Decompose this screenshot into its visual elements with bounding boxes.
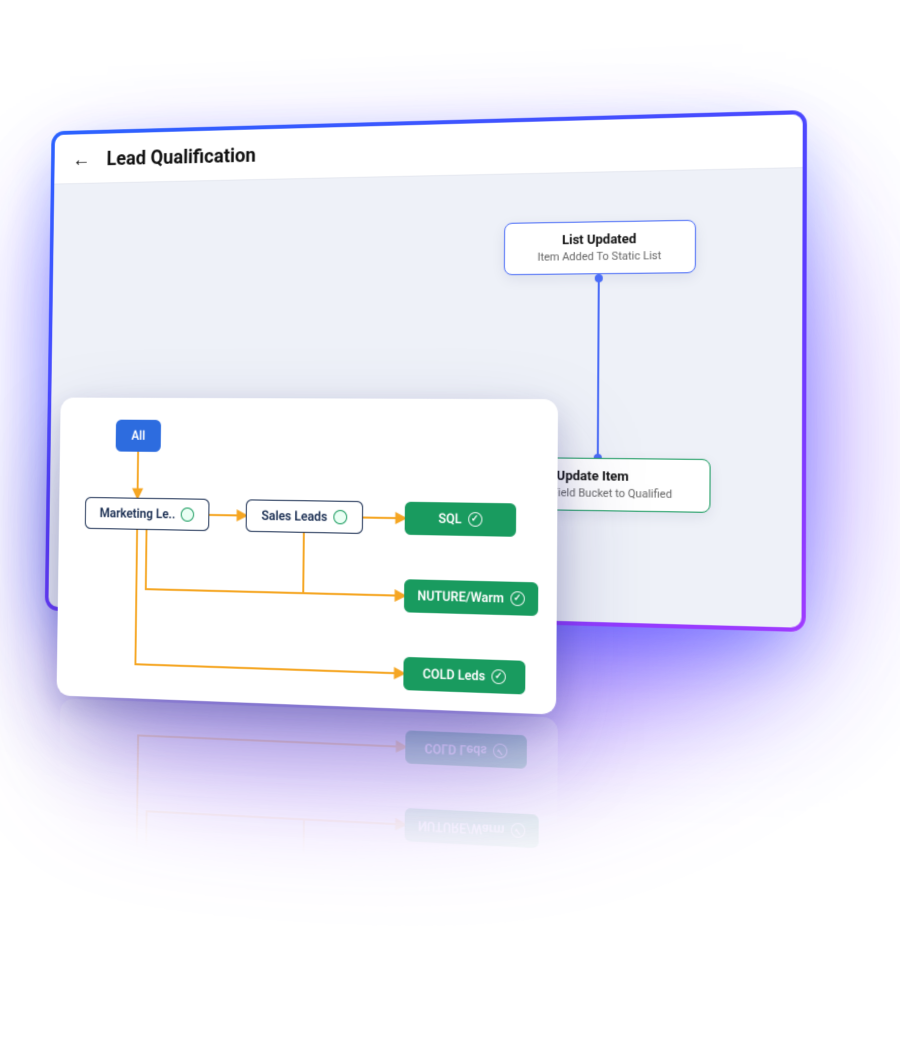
tree-node-all[interactable]: All (112, 947, 158, 982)
tree-edge (209, 514, 245, 515)
tree-edge (138, 451, 139, 497)
check-icon: ✓ (467, 898, 481, 914)
tree-card: AllMarketing Le..Sales LeadsSQL✓NUTURE/W… (57, 397, 558, 714)
tree-node-label: All (131, 428, 145, 443)
check-icon: ✓ (511, 822, 525, 837)
check-icon: ✓ (491, 669, 505, 684)
connector-dot (595, 274, 603, 282)
tree-node-label: Marketing Le.. (100, 505, 176, 521)
page-title: Lead Qualification (106, 142, 255, 169)
check-icon: ✓ (468, 512, 482, 527)
person-check-icon (333, 509, 347, 524)
tree-node-nurture[interactable]: NUTURE/Warm ✓ (405, 808, 539, 848)
tree-node-label: SQL (438, 896, 461, 913)
tree-edge (146, 529, 405, 595)
tree-node-marketing[interactable]: Marketing Le.. (85, 496, 210, 530)
tree-edge (135, 529, 404, 673)
tree-node-marketing[interactable]: Marketing Le.. (84, 867, 209, 907)
tree-edge (362, 899, 404, 902)
person-check-icon (332, 890, 346, 905)
tree-node-label: Sales Leads (260, 886, 326, 905)
check-icon: ✓ (510, 591, 524, 606)
tree-node-label: Sales Leads (261, 508, 327, 524)
tree-node-label: All (128, 957, 142, 973)
stage: ← Lead Qualification List Updated Item A… (45, 110, 807, 632)
person-check-icon (181, 507, 194, 521)
tree-node-label: COLD Leds (423, 666, 486, 684)
tree-node-sql[interactable]: SQL ✓ (404, 885, 516, 925)
back-arrow-icon[interactable]: ← (72, 148, 90, 168)
tree-node-cold[interactable]: COLD Leds ✓ (403, 656, 525, 694)
tree-node-label: Marketing Le.. (98, 876, 174, 896)
tree-edge (146, 811, 405, 886)
person-check-icon (180, 881, 193, 896)
tree-edge (135, 902, 136, 948)
tree-node-all[interactable]: All (116, 419, 161, 451)
tree-node-nurture[interactable]: NUTURE/Warm ✓ (404, 579, 538, 616)
tree-edge (303, 819, 404, 885)
tree-edge (303, 532, 404, 595)
tree-node-label: NUTURE/Warm (417, 588, 504, 606)
tree-node-label: NUTURE/Warm (418, 817, 505, 837)
tree-node-sales[interactable]: Sales Leads (246, 499, 364, 534)
tree-node-label: SQL (438, 511, 461, 527)
tree-edge (363, 517, 405, 518)
tree-node-sql[interactable]: SQL ✓ (405, 501, 517, 536)
tree-node-sales[interactable]: Sales Leads (245, 876, 363, 916)
tree-edge (208, 890, 245, 892)
